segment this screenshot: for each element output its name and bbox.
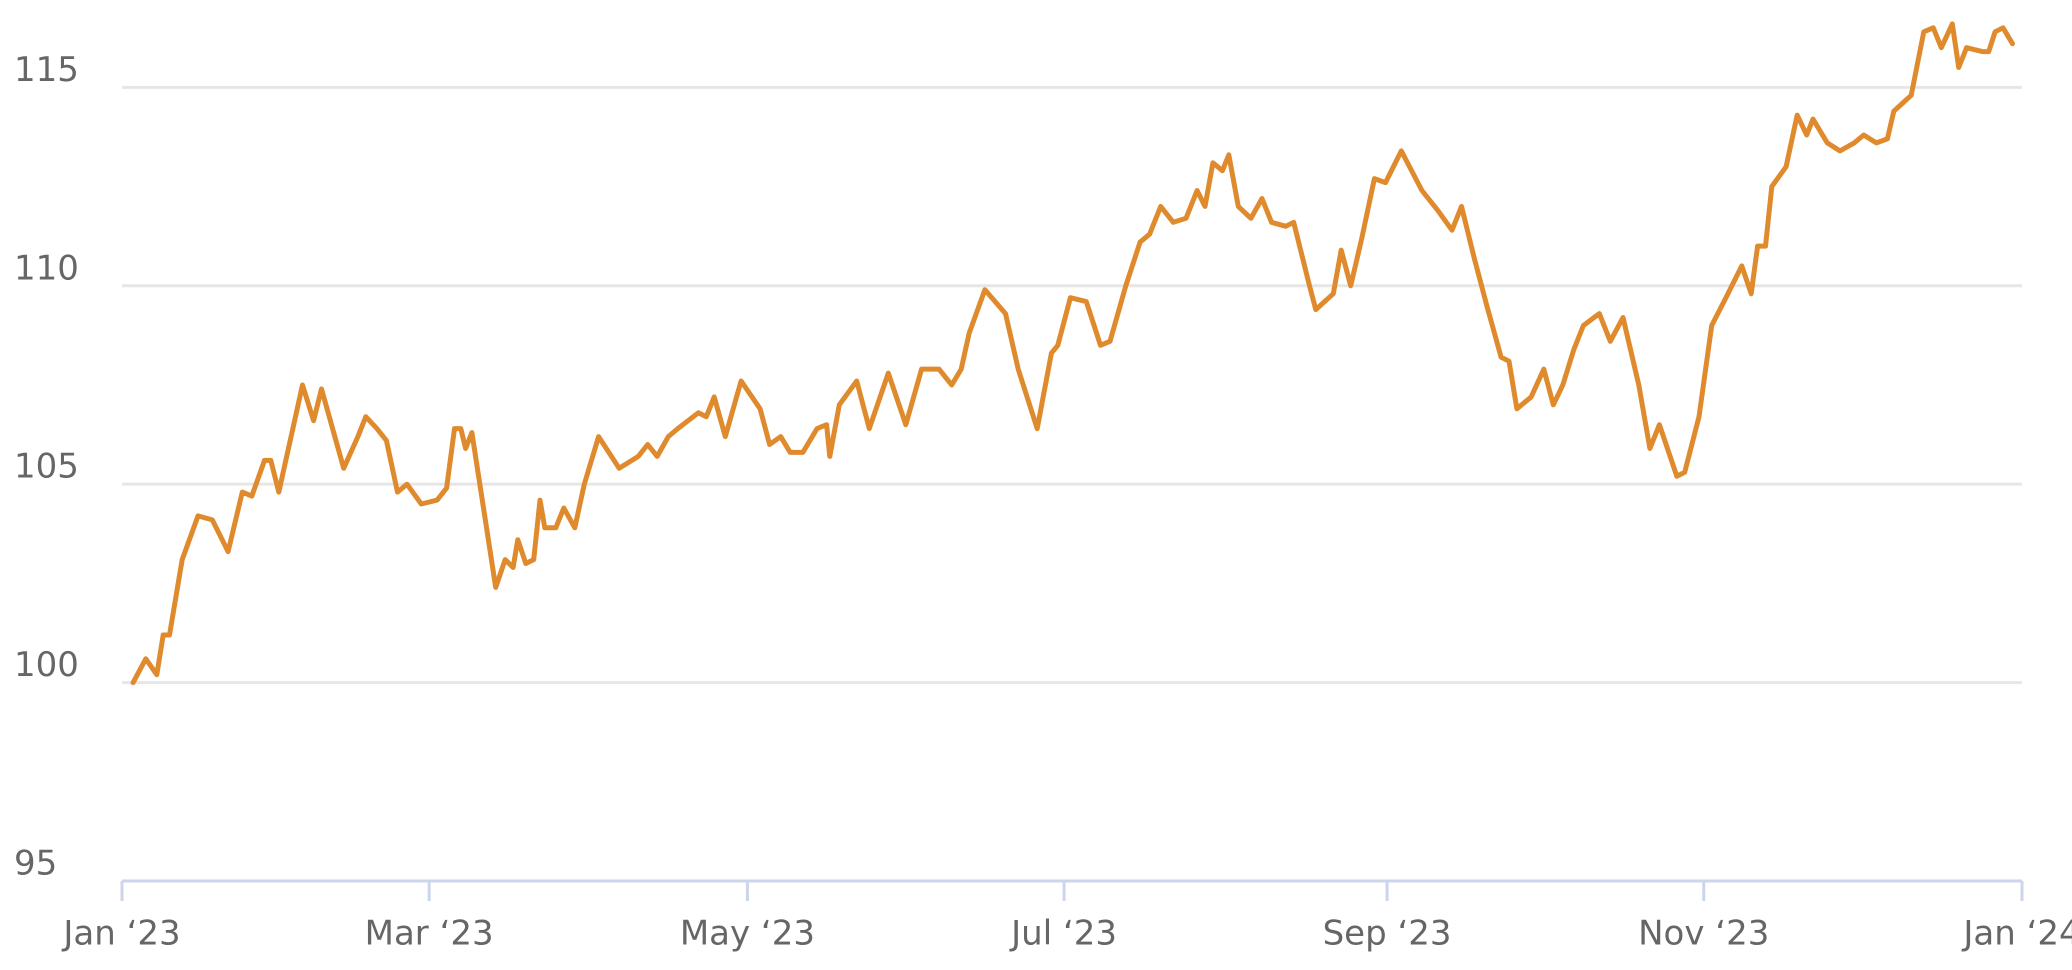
x-tick-label: Mar ‘23 bbox=[365, 914, 494, 954]
x-tick-label: May ‘23 bbox=[680, 914, 815, 954]
y-tick-label: 95 bbox=[14, 844, 57, 884]
y-tick-label: 110 bbox=[14, 248, 79, 288]
x-tick-label: Jul ‘23 bbox=[1009, 914, 1117, 954]
data-line bbox=[130, 21, 2015, 686]
y-tick-label: 105 bbox=[14, 447, 79, 487]
x-tick-label: Jan ‘23 bbox=[61, 914, 180, 954]
y-tick-label: 100 bbox=[14, 645, 79, 685]
x-tick-label: Sep ‘23 bbox=[1323, 914, 1452, 954]
y-tick-label: 115 bbox=[14, 50, 79, 90]
x-tick-label: Jan ‘24 bbox=[1961, 914, 2072, 954]
x-tick-label: Nov ‘23 bbox=[1638, 914, 1769, 954]
